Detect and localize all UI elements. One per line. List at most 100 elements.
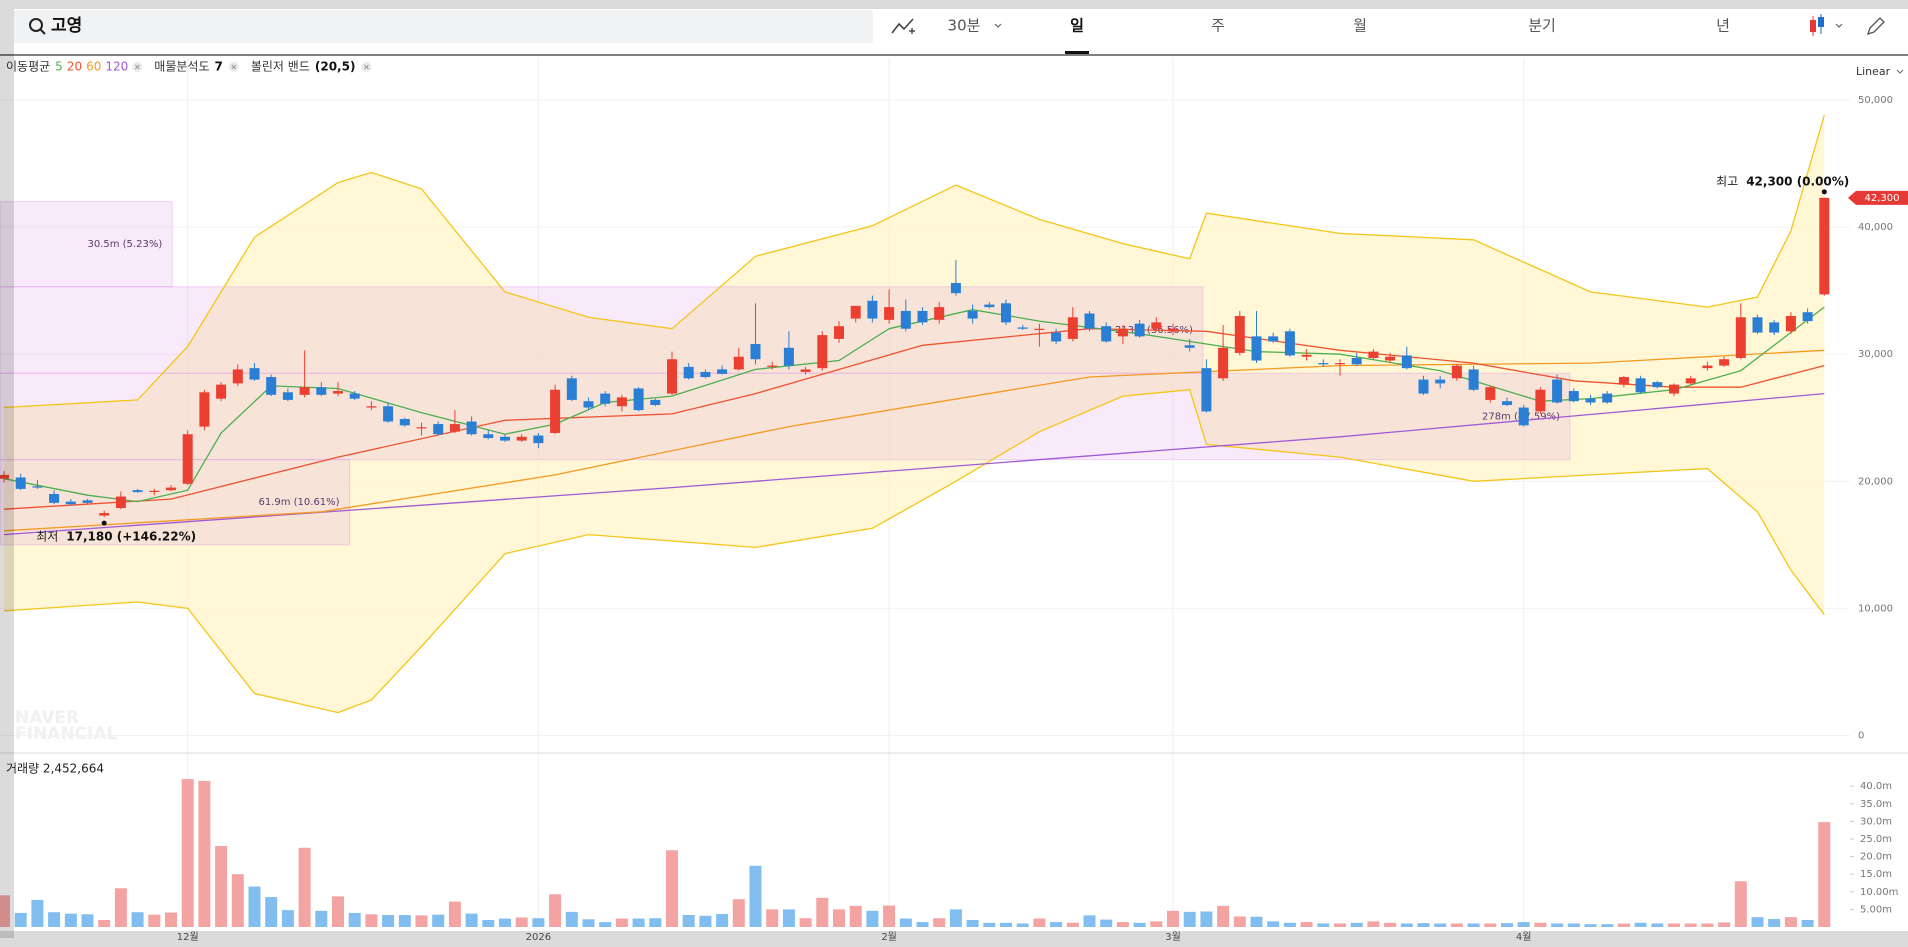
candle-body bbox=[1084, 313, 1095, 329]
candle-body bbox=[1301, 354, 1312, 357]
candle-body bbox=[449, 424, 460, 432]
candle-body bbox=[1702, 365, 1713, 369]
candle-body bbox=[717, 369, 728, 374]
volume-bar bbox=[165, 912, 177, 927]
candle-body bbox=[1635, 378, 1646, 393]
legend-label: 이동평균 bbox=[6, 60, 50, 74]
candle-body bbox=[316, 387, 327, 395]
legend-entry: 120 bbox=[105, 60, 128, 74]
y-tick-label: 0 bbox=[1858, 730, 1864, 741]
candle-body bbox=[1669, 384, 1679, 394]
high-dot bbox=[1821, 189, 1827, 195]
candle-body bbox=[232, 369, 243, 384]
volume-bar bbox=[816, 897, 829, 927]
candle-body bbox=[1769, 322, 1780, 333]
candle-body bbox=[483, 434, 494, 439]
volume-bar bbox=[1751, 917, 1764, 927]
candle-body bbox=[466, 421, 477, 435]
high-value: 42,300 (0.00%) bbox=[1746, 174, 1849, 188]
candle-body bbox=[366, 406, 377, 408]
candle-body bbox=[1552, 379, 1563, 403]
volume-bar bbox=[782, 909, 795, 927]
candle-body bbox=[1602, 393, 1613, 403]
candle-body bbox=[1001, 303, 1011, 323]
candle-body bbox=[1451, 365, 1462, 379]
volume-bar bbox=[1734, 881, 1747, 927]
volume-bar bbox=[1384, 922, 1397, 927]
scale-toggle[interactable]: Linear bbox=[1856, 65, 1891, 78]
volume-bar bbox=[14, 912, 27, 927]
legend-entry: 60 bbox=[86, 60, 101, 74]
interval-tab[interactable]: 년 bbox=[1716, 17, 1730, 35]
volume-bar bbox=[465, 913, 478, 927]
candle-body bbox=[783, 347, 794, 366]
candle-body bbox=[1685, 378, 1696, 384]
volume-bar bbox=[916, 922, 929, 927]
volume-bar bbox=[732, 899, 745, 927]
volume-bar bbox=[615, 918, 628, 927]
volume-bar bbox=[966, 919, 979, 927]
candle-body bbox=[1268, 336, 1279, 342]
y-tick-label: 30,000 bbox=[1858, 349, 1893, 360]
y-tick-label: 40,000 bbox=[1858, 222, 1893, 233]
candle-body bbox=[583, 401, 594, 408]
indicator-icon[interactable] bbox=[891, 18, 914, 34]
interval-tab[interactable]: 일 bbox=[1070, 17, 1084, 35]
volume-bar bbox=[1434, 923, 1447, 927]
frame-overlay bbox=[0, 931, 1908, 947]
watermark: NAVER bbox=[15, 708, 79, 728]
volume-profile-bar bbox=[0, 286, 1204, 374]
interval-tab[interactable]: 분기 bbox=[1528, 17, 1556, 35]
volume-bar bbox=[1217, 905, 1230, 927]
volume-bar bbox=[699, 915, 712, 927]
volume-bar bbox=[549, 894, 562, 927]
candle-body bbox=[733, 356, 744, 370]
candle-body bbox=[0, 474, 9, 479]
moving-average bbox=[3, 306, 1825, 503]
volume-bar bbox=[1200, 911, 1213, 927]
volume-bar bbox=[1484, 923, 1497, 927]
y-tick-label: 25.0m bbox=[1860, 834, 1892, 845]
volume-bar bbox=[1501, 923, 1513, 927]
candle-body bbox=[667, 359, 677, 394]
volume-bar bbox=[365, 914, 378, 927]
legend-entry: (20,5) bbox=[315, 60, 356, 74]
candle-body bbox=[1435, 379, 1446, 384]
candle-body bbox=[1401, 355, 1412, 369]
candle-body bbox=[884, 307, 895, 320]
interval-tab[interactable]: 주 bbox=[1211, 17, 1225, 35]
volume-bar bbox=[1701, 923, 1714, 927]
volume-bar bbox=[281, 910, 294, 927]
candle-body bbox=[800, 369, 811, 372]
volume-bar bbox=[48, 912, 61, 927]
volume-profile-bar bbox=[0, 201, 173, 288]
volume-bar bbox=[1167, 910, 1179, 927]
interval-tab[interactable]: 30분 bbox=[948, 17, 981, 35]
candle-body bbox=[917, 310, 928, 323]
volume-bar bbox=[532, 918, 545, 927]
y-tick-label: 30.0m bbox=[1860, 816, 1892, 827]
legend-label: 볼린저 밴드 bbox=[251, 60, 310, 74]
candle-body bbox=[500, 436, 510, 441]
candle-body bbox=[817, 335, 828, 369]
volume-bar bbox=[1100, 919, 1113, 927]
search-text[interactable]: 고영 bbox=[51, 16, 82, 36]
volume-bar bbox=[1066, 922, 1079, 927]
volume-bar bbox=[1534, 922, 1547, 927]
candle-body bbox=[32, 486, 43, 488]
volume-bar bbox=[265, 897, 278, 927]
volume-bar bbox=[382, 915, 395, 927]
chart-type-icon bbox=[1810, 20, 1816, 32]
chevron bbox=[994, 23, 1002, 28]
y-tick-label: 20,000 bbox=[1858, 476, 1893, 487]
x-tick-label: 4월 bbox=[1516, 931, 1532, 943]
volume-bar bbox=[1450, 923, 1463, 927]
remove-icon bbox=[231, 64, 237, 70]
search-box[interactable] bbox=[14, 10, 873, 43]
volume-bar bbox=[1350, 922, 1363, 927]
volume-bar bbox=[1334, 923, 1346, 927]
interval-tab[interactable]: 월 bbox=[1353, 17, 1367, 35]
draw-icon[interactable] bbox=[1866, 17, 1885, 36]
candle-body bbox=[333, 391, 343, 394]
